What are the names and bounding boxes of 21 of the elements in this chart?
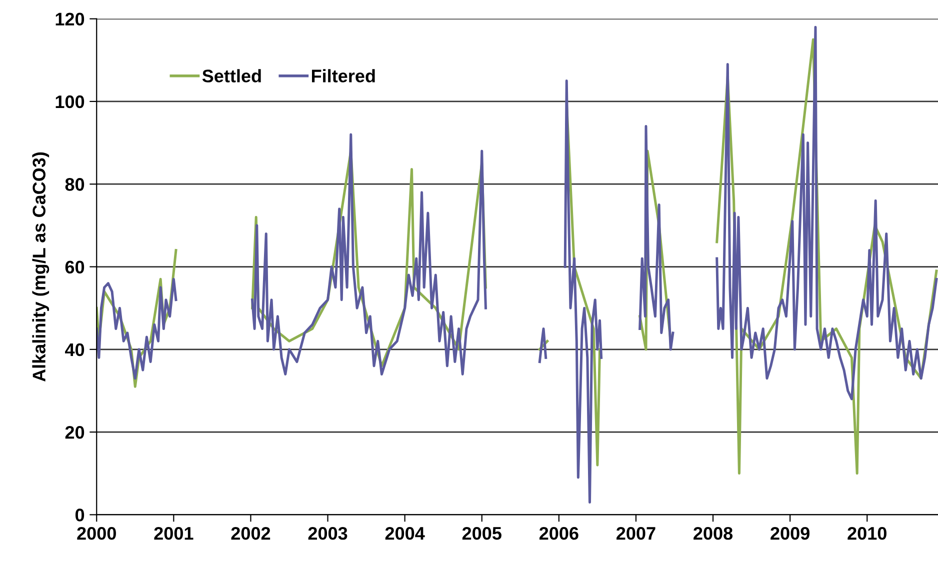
y-tick-label: 80 bbox=[65, 178, 84, 191]
x-tick-label: 2010 bbox=[848, 526, 886, 540]
y-tick-label: 120 bbox=[56, 12, 84, 26]
x-tick-label: 2003 bbox=[308, 526, 348, 540]
x-tick-label: 2006 bbox=[539, 526, 578, 540]
y-tick-label: 40 bbox=[65, 343, 84, 356]
x-tick-label: 2002 bbox=[231, 526, 270, 540]
legend-label: Filtered bbox=[312, 69, 375, 82]
x-tick-label: 2000 bbox=[77, 526, 116, 540]
y-tick-label: 0 bbox=[75, 508, 84, 522]
x-tick-label: 2009 bbox=[770, 526, 810, 540]
x-tick-label: 2008 bbox=[694, 526, 733, 540]
x-tick-label: 2007 bbox=[616, 526, 656, 540]
x-tick-label: 2005 bbox=[462, 526, 502, 540]
y-tick-label: 20 bbox=[65, 426, 84, 439]
x-tick-label: 2001 bbox=[154, 526, 194, 540]
x-tick-label: 2004 bbox=[385, 526, 425, 540]
y-tick-label: 100 bbox=[56, 95, 84, 108]
y-axis-title: Alkalinity (mg/L as CaCO3) bbox=[32, 152, 50, 382]
y-tick-label: 60 bbox=[65, 260, 84, 274]
legend-label: Settled bbox=[202, 69, 261, 82]
